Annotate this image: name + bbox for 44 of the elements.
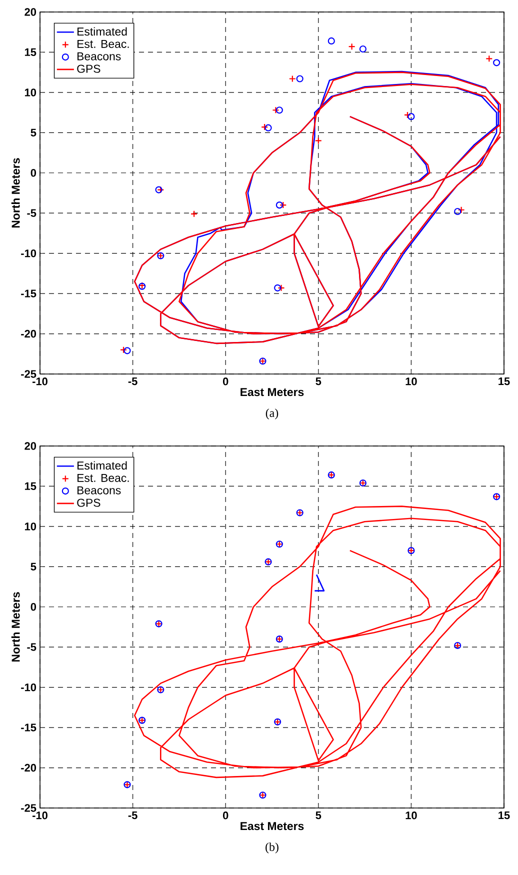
y-tick-label: -25 <box>21 804 36 812</box>
legend-label: Estimated <box>78 461 127 470</box>
y-tick-label: -15 <box>21 290 36 298</box>
y-tick-label: -20 <box>21 764 36 772</box>
y-tick-label: 20 <box>24 8 36 16</box>
text: (b) <box>266 842 278 854</box>
y-tick-label: -5 <box>27 643 36 651</box>
y-tick-label: 5 <box>30 128 36 136</box>
y-tick-label: 15 <box>24 482 36 490</box>
legend-label: GPS <box>77 64 100 73</box>
y-tick-label: -10 <box>21 249 36 258</box>
legend-label: Estimated <box>78 27 127 36</box>
x-axis-title: East Meters <box>240 822 304 830</box>
y-tick-label: -15 <box>21 724 36 732</box>
y-tick-label: 0 <box>30 603 36 611</box>
y-tick-label: -25 <box>21 370 36 378</box>
x-tick-label: -5 <box>128 812 138 820</box>
x-tick-label: 5 <box>316 378 322 386</box>
x-tick-label: 10 <box>406 378 417 386</box>
y-tick-label: -10 <box>21 683 36 692</box>
y-tick-label: 10 <box>24 88 36 96</box>
legend-label: Est. Beac. <box>78 40 129 48</box>
x-tick-label: -5 <box>128 378 138 386</box>
y-axis-title: North Meters <box>11 158 20 228</box>
y-tick-label: 20 <box>24 442 36 450</box>
x-tick-label: 5 <box>316 812 322 820</box>
x-tick-label: 10 <box>406 812 417 820</box>
text: (a) <box>266 408 278 420</box>
x-tick-label: 15 <box>498 378 510 386</box>
legend-label: Est. Beac. <box>78 474 129 482</box>
x-tick-label: 0 <box>222 812 228 820</box>
legend-label: GPS <box>77 498 100 507</box>
y-tick-label: -20 <box>21 330 36 338</box>
y-tick-label: 5 <box>30 562 36 570</box>
x-tick-label: 15 <box>498 812 510 820</box>
y-tick-label: 15 <box>24 48 36 56</box>
y-tick-label: -5 <box>27 209 36 217</box>
legend-label: Beacons <box>78 486 121 494</box>
legend-label: Beacons <box>78 52 121 60</box>
y-axis-title: North Meters <box>11 592 20 662</box>
x-axis-title: East Meters <box>240 388 304 396</box>
y-tick-label: 10 <box>24 522 36 530</box>
y-tick-label: 0 <box>30 169 36 177</box>
x-tick-label: 0 <box>222 378 228 386</box>
